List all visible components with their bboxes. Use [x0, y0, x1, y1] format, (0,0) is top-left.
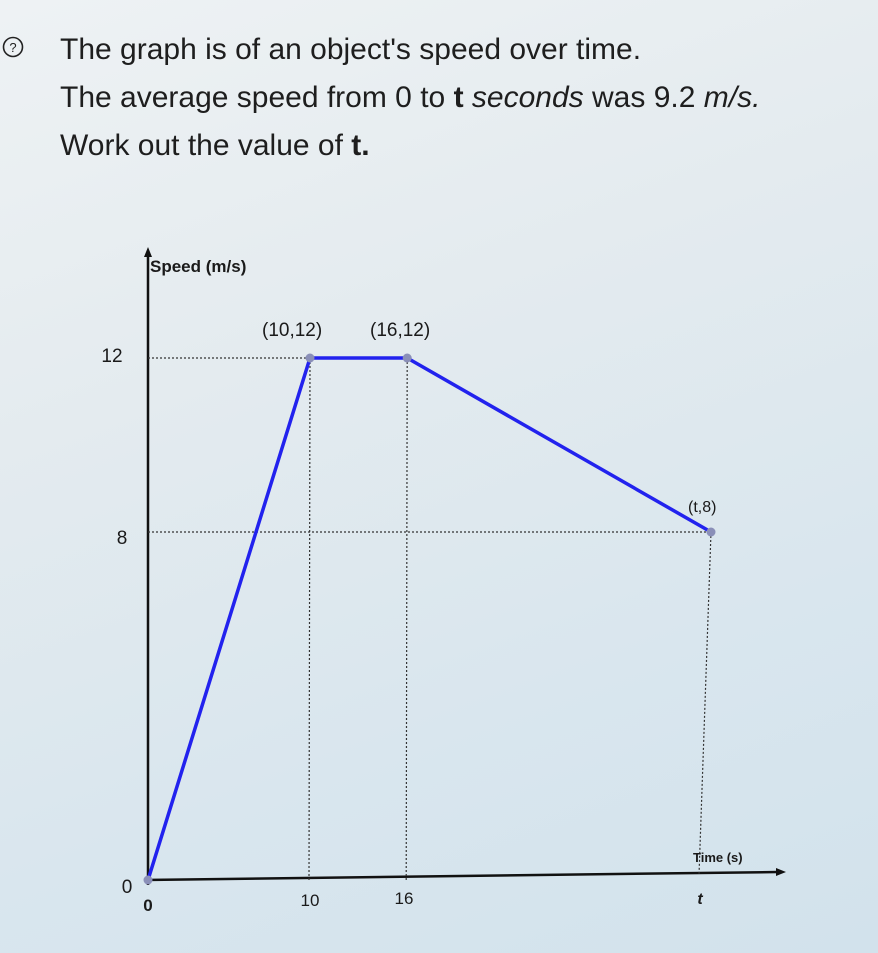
- question-line-2-mid: seconds: [471, 81, 584, 114]
- data-point-3: [706, 527, 716, 537]
- guide-vertical-10: [308, 357, 311, 881]
- x-tick-16: 16: [395, 889, 414, 908]
- guide-vertical-16: [405, 357, 408, 881]
- question-text: The graph is of an object's speed over t…: [60, 26, 760, 170]
- question-line-3-prefix: Work out the value of: [60, 129, 343, 162]
- question-line-2-unit: m/s.: [703, 81, 761, 114]
- chart-labels: Speed (m/s) Time (s) (10,12) (16,12) (t,8) 12…: [101, 257, 742, 915]
- guide-vertical-t: [698, 531, 712, 876]
- chart-series: [143, 353, 716, 885]
- x-axis-title: Time (s): [693, 850, 743, 865]
- chart-guides: [148, 357, 712, 881]
- point-label-10-12: (10,12): [262, 320, 322, 341]
- y-axis-title: Speed (m/s): [150, 257, 246, 276]
- x-tick-10: 10: [301, 891, 320, 910]
- x-axis: [143, 870, 779, 882]
- y-tick-12: 12: [101, 346, 122, 367]
- question-line-2-suffix: was 9.2: [592, 81, 696, 114]
- x-axis-arrow: [776, 868, 786, 876]
- chart-axes: [143, 247, 786, 885]
- svg-text:?: ?: [9, 40, 16, 55]
- x-tick-0: 0: [143, 896, 152, 915]
- point-label-16-12: (16,12): [370, 320, 430, 341]
- variable-t-2: t.: [351, 129, 370, 162]
- question-line-3: Work out the value of t.: [60, 122, 760, 170]
- variable-t: t: [453, 81, 464, 114]
- y-tick-8: 8: [117, 528, 128, 549]
- question-line-2: The average speed from 0 to t seconds wa…: [60, 74, 760, 122]
- question-circle-icon[interactable]: ?: [2, 36, 24, 58]
- y-axis-arrow: [144, 247, 152, 257]
- y-tick-0: 0: [122, 877, 133, 898]
- speed-line: [146, 356, 712, 881]
- question-line-2-prefix: The average speed from 0 to: [60, 81, 446, 114]
- question-line-1: The graph is of an object's speed over t…: [60, 33, 642, 66]
- data-point-0: [143, 875, 153, 885]
- x-tick-t: t: [697, 891, 703, 908]
- point-label-t-8: (t,8): [688, 499, 716, 516]
- data-point-2: [402, 353, 412, 363]
- data-point-1: [305, 353, 315, 363]
